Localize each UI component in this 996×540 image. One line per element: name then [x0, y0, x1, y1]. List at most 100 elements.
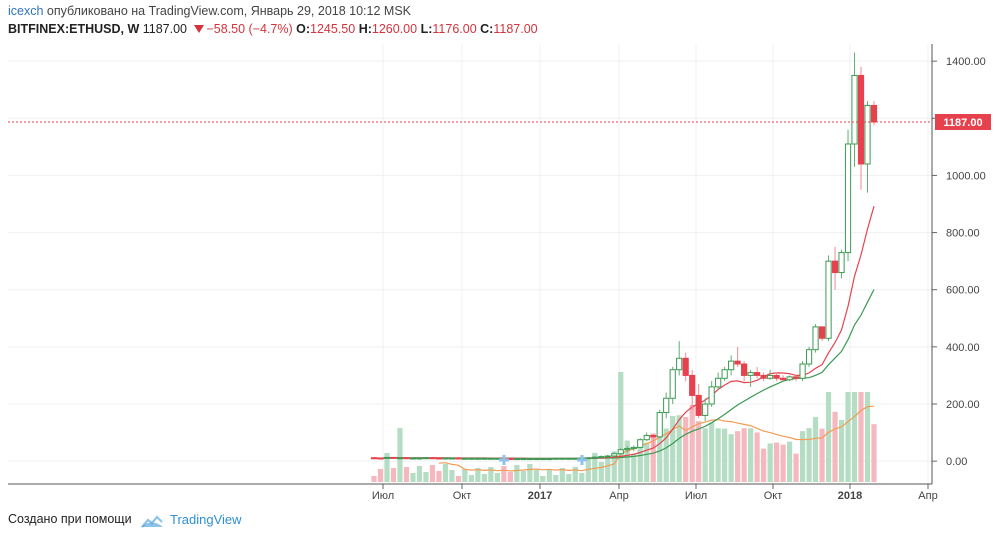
- candle-body: [818, 326, 826, 339]
- volume-bar: [481, 474, 487, 482]
- candle-body: [409, 457, 417, 460]
- volume-bar: [741, 428, 747, 482]
- candle-body: [760, 374, 767, 379]
- candle-body: [526, 458, 533, 461]
- volume-bar: [696, 421, 702, 482]
- symbol-label: BITFINEX:ETHUSD, W: [8, 22, 140, 36]
- candle-body: [702, 403, 709, 416]
- volume-bar: [806, 428, 812, 482]
- open-label: O:: [296, 22, 311, 36]
- candle-body: [396, 457, 404, 460]
- legend-line: BITFINEX:ETHUSD, W 1187.00 −58.50 (−4.7%…: [8, 22, 538, 36]
- candle-body: [520, 458, 527, 461]
- volume-bar: [773, 442, 780, 482]
- volume-bar: [533, 470, 539, 482]
- author-link[interactable]: icexch: [8, 4, 44, 18]
- volume-bar: [566, 474, 572, 482]
- open-value: 1245.50: [310, 22, 356, 36]
- candle-body: [585, 457, 592, 460]
- volume-bar: [722, 428, 728, 482]
- volume-bar: [377, 469, 384, 482]
- candle-body: [779, 377, 787, 381]
- close-label: C:: [480, 22, 494, 36]
- candle-body: [643, 434, 650, 441]
- volume-bar: [670, 415, 676, 482]
- candle-body: [682, 357, 689, 376]
- last-price-label: 1187.00: [943, 117, 982, 129]
- candle-body: [390, 456, 397, 459]
- volume-bar: [611, 451, 617, 482]
- volume-bar: [748, 428, 754, 482]
- candle-body: [708, 386, 715, 405]
- candle-body: [715, 377, 722, 388]
- volume-bar: [501, 466, 507, 482]
- tradingview-logo[interactable]: TradingView: [140, 512, 242, 528]
- candle-body: [422, 457, 430, 460]
- volume-bar: [709, 422, 715, 482]
- price-tick-label: 0.00: [946, 456, 967, 468]
- high-label: H:: [358, 22, 372, 36]
- volume-bar: [767, 443, 773, 482]
- candle-body: [598, 456, 605, 459]
- candle-body: [429, 457, 436, 460]
- candle-body: [773, 374, 780, 379]
- volume-bar: [838, 420, 845, 482]
- candle-body: [624, 448, 631, 451]
- volume-bar: [864, 392, 871, 482]
- volume-bar: [397, 428, 403, 482]
- volume-bar: [559, 468, 565, 482]
- candle-body: [747, 372, 754, 376]
- time-tick-label: Июл: [372, 490, 394, 502]
- volume-bar: [728, 434, 734, 482]
- tradingview-brand: TradingView: [170, 512, 242, 527]
- volume-bar: [637, 443, 643, 482]
- price-chart[interactable]: 0.00200.00400.00600.00800.001000.001200.…: [0, 0, 996, 510]
- volume-bar: [780, 444, 786, 482]
- volume-bar: [761, 448, 767, 482]
- candle-body: [728, 360, 735, 371]
- candle-body: [669, 369, 676, 399]
- candle-body: [786, 376, 793, 381]
- event-plus-icon: [499, 455, 509, 465]
- volume-bar: [520, 471, 526, 482]
- candle-body: [650, 434, 657, 438]
- candle-body: [617, 449, 624, 455]
- candle-body: [689, 374, 696, 396]
- volume-bar: [799, 431, 806, 482]
- volume-bar: [553, 475, 559, 482]
- candle-body: [695, 394, 702, 416]
- volume-bar: [715, 428, 721, 482]
- volume-bar: [442, 464, 449, 482]
- last-price: 1187.00: [142, 22, 187, 36]
- candle-body: [637, 439, 644, 448]
- candle-body: [663, 397, 670, 414]
- candle-body: [377, 457, 384, 460]
- volume-bar: [494, 473, 500, 482]
- candle-body: [805, 349, 813, 365]
- candle-body: [734, 360, 741, 365]
- candle-body: [792, 376, 800, 379]
- candle-body: [474, 457, 481, 460]
- candle-body: [435, 457, 443, 460]
- candle-body: [767, 374, 774, 379]
- candle-body: [416, 457, 423, 460]
- price-tick-label: 1000.00: [946, 170, 986, 182]
- candle-body: [838, 252, 845, 274]
- time-tick-label: Апр: [918, 490, 937, 502]
- publish-text: опубликовано на TradingView.com, Январь …: [46, 4, 411, 18]
- candle-body: [799, 363, 806, 379]
- price-tick-label: 200.00: [946, 399, 980, 411]
- time-tick-label: 2018: [838, 490, 862, 502]
- candle-body: [604, 455, 611, 458]
- volume-bar: [585, 458, 591, 482]
- candle-body: [533, 458, 540, 461]
- volume-bar: [825, 392, 832, 482]
- candle-body: [831, 260, 839, 274]
- volume-bar: [676, 415, 682, 482]
- candle-body: [539, 458, 546, 461]
- volume-bar: [683, 417, 689, 482]
- volume-bar: [572, 467, 578, 482]
- candle-body: [676, 357, 683, 371]
- volume-bar: [832, 411, 838, 482]
- candle-body: [870, 104, 878, 123]
